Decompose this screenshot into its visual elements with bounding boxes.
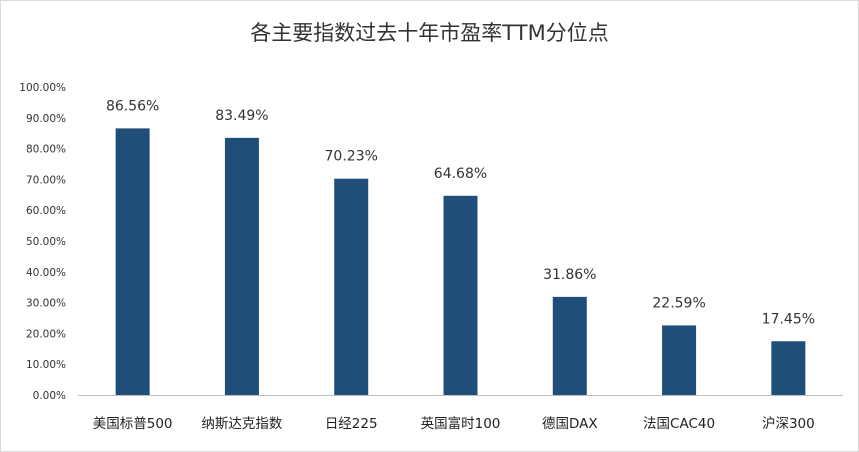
category-label: 英国富时100 xyxy=(421,415,501,432)
y-tick-label: 0.00% xyxy=(33,390,66,402)
category-label: 日经225 xyxy=(325,416,378,432)
category-label: 美国标普500 xyxy=(93,416,173,432)
bar xyxy=(662,325,697,395)
y-tick-label: 50.00% xyxy=(26,236,66,248)
y-tick-label: 20.00% xyxy=(26,328,66,340)
data-label: 86.56% xyxy=(106,98,159,114)
data-label: 22.59% xyxy=(652,295,705,311)
category-label: 纳斯达克指数 xyxy=(201,416,282,432)
category-label: 德国DAX xyxy=(542,416,598,432)
bar xyxy=(115,128,150,395)
category-label: 沪深300 xyxy=(762,416,815,432)
data-label: 83.49% xyxy=(215,108,268,124)
y-tick-label: 40.00% xyxy=(26,267,66,279)
category-label: 法国CAC40 xyxy=(643,416,715,432)
data-label: 64.68% xyxy=(434,166,487,182)
bar xyxy=(771,341,806,395)
data-label: 31.86% xyxy=(543,267,596,283)
data-label: 70.23% xyxy=(325,149,378,165)
y-tick-label: 90.00% xyxy=(26,113,66,125)
bar xyxy=(443,195,478,395)
y-tick-label: 30.00% xyxy=(26,298,66,310)
y-tick-label: 60.00% xyxy=(26,205,66,217)
y-tick-label: 80.00% xyxy=(26,144,66,156)
bar xyxy=(552,296,587,395)
chart-title: 各主要指数过去十年市盈率TTM分位点 xyxy=(250,21,609,45)
y-tick-label: 100.00% xyxy=(19,82,66,94)
data-label: 17.45% xyxy=(762,311,815,327)
bar xyxy=(334,178,369,395)
y-tick-label: 70.00% xyxy=(26,174,66,186)
bar xyxy=(224,137,259,395)
y-tick-label: 10.00% xyxy=(26,359,66,371)
